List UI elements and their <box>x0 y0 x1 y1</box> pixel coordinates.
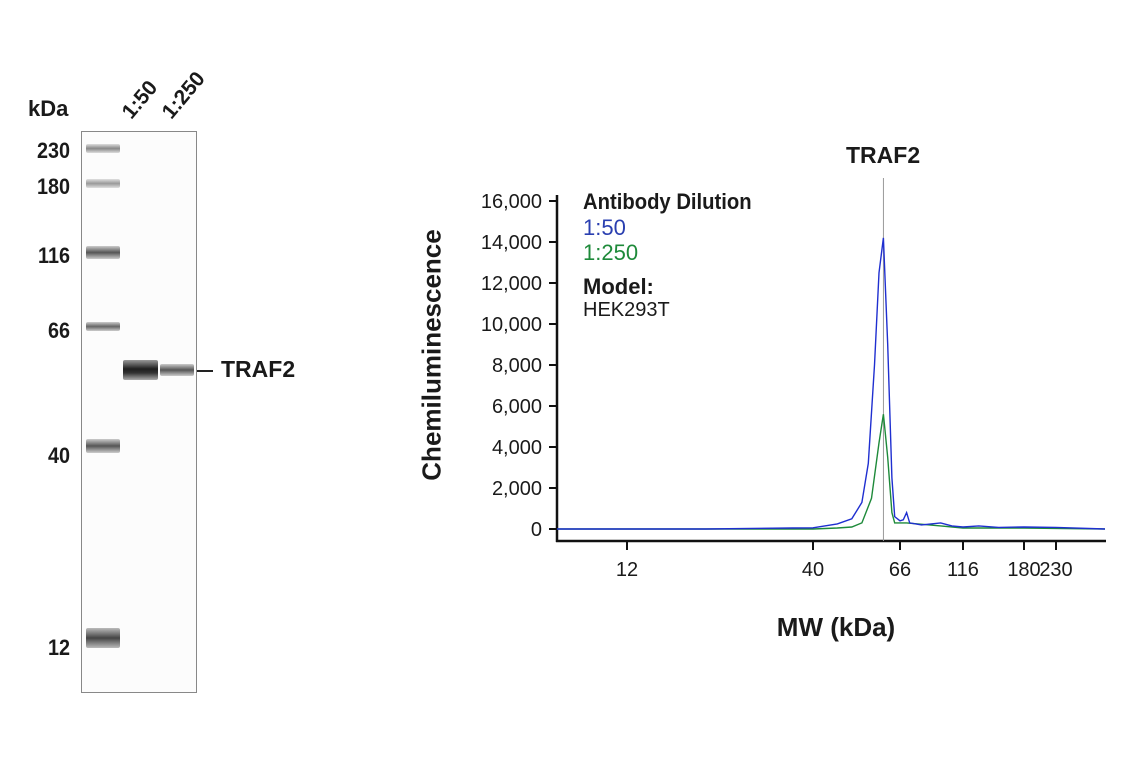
ladder-band-180 <box>86 179 120 188</box>
x-tick-label: 230 <box>1039 559 1072 581</box>
x-tick-label: 66 <box>889 559 911 581</box>
y-tick-label: 2,000 <box>492 478 542 500</box>
ladder-band-12 <box>86 628 120 648</box>
ladder-band-66 <box>86 322 120 331</box>
y-tick-label: 14,000 <box>481 232 542 254</box>
y-tick-label: 6,000 <box>492 396 542 418</box>
legend-model-label: Model: <box>583 274 654 299</box>
x-tick-label: 40 <box>802 559 824 581</box>
traf2-band-lane-1 <box>123 360 158 380</box>
legend-model-value: HEK293T <box>583 299 670 321</box>
x-tick-label: 116 <box>947 559 979 581</box>
x-tick-label: 12 <box>616 559 638 581</box>
marker-label-12: 12 <box>47 635 70 660</box>
x-tick-label: 180 <box>1007 559 1040 581</box>
target-label: TRAF2 <box>221 356 296 382</box>
legend-title: Antibody Dilution <box>583 189 752 214</box>
marker-label-180: 180 <box>36 174 70 199</box>
y-tick-label: 16,000 <box>481 191 542 213</box>
legend-series-1: 1:50 <box>583 215 626 240</box>
marker-label-116: 116 <box>38 243 70 268</box>
y-tick-label: 0 <box>531 519 542 541</box>
y-tick-label: 10,000 <box>481 314 542 336</box>
kda-label: kDa <box>28 96 69 121</box>
x-axis-label: MW (kDa) <box>776 612 896 642</box>
ladder-band-230 <box>86 144 120 153</box>
blot-image <box>81 131 197 693</box>
series-line-1-50 <box>557 237 1106 530</box>
chart-title: TRAF2 <box>846 142 921 168</box>
ladder-band-40 <box>86 439 120 453</box>
marker-label-40: 40 <box>47 443 70 468</box>
marker-label-66: 66 <box>47 318 70 343</box>
ladder-band-116 <box>86 246 120 259</box>
y-tick-label: 4,000 <box>492 437 542 459</box>
series-line-1-250 <box>557 414 1106 530</box>
traf2-band-lane-2 <box>160 364 194 376</box>
marker-label-230: 230 <box>36 138 70 163</box>
y-tick-label: 12,000 <box>481 273 542 295</box>
target-tick <box>197 370 213 372</box>
legend-series-2: 1:250 <box>583 240 639 265</box>
y-tick-label: 8,000 <box>492 355 542 377</box>
